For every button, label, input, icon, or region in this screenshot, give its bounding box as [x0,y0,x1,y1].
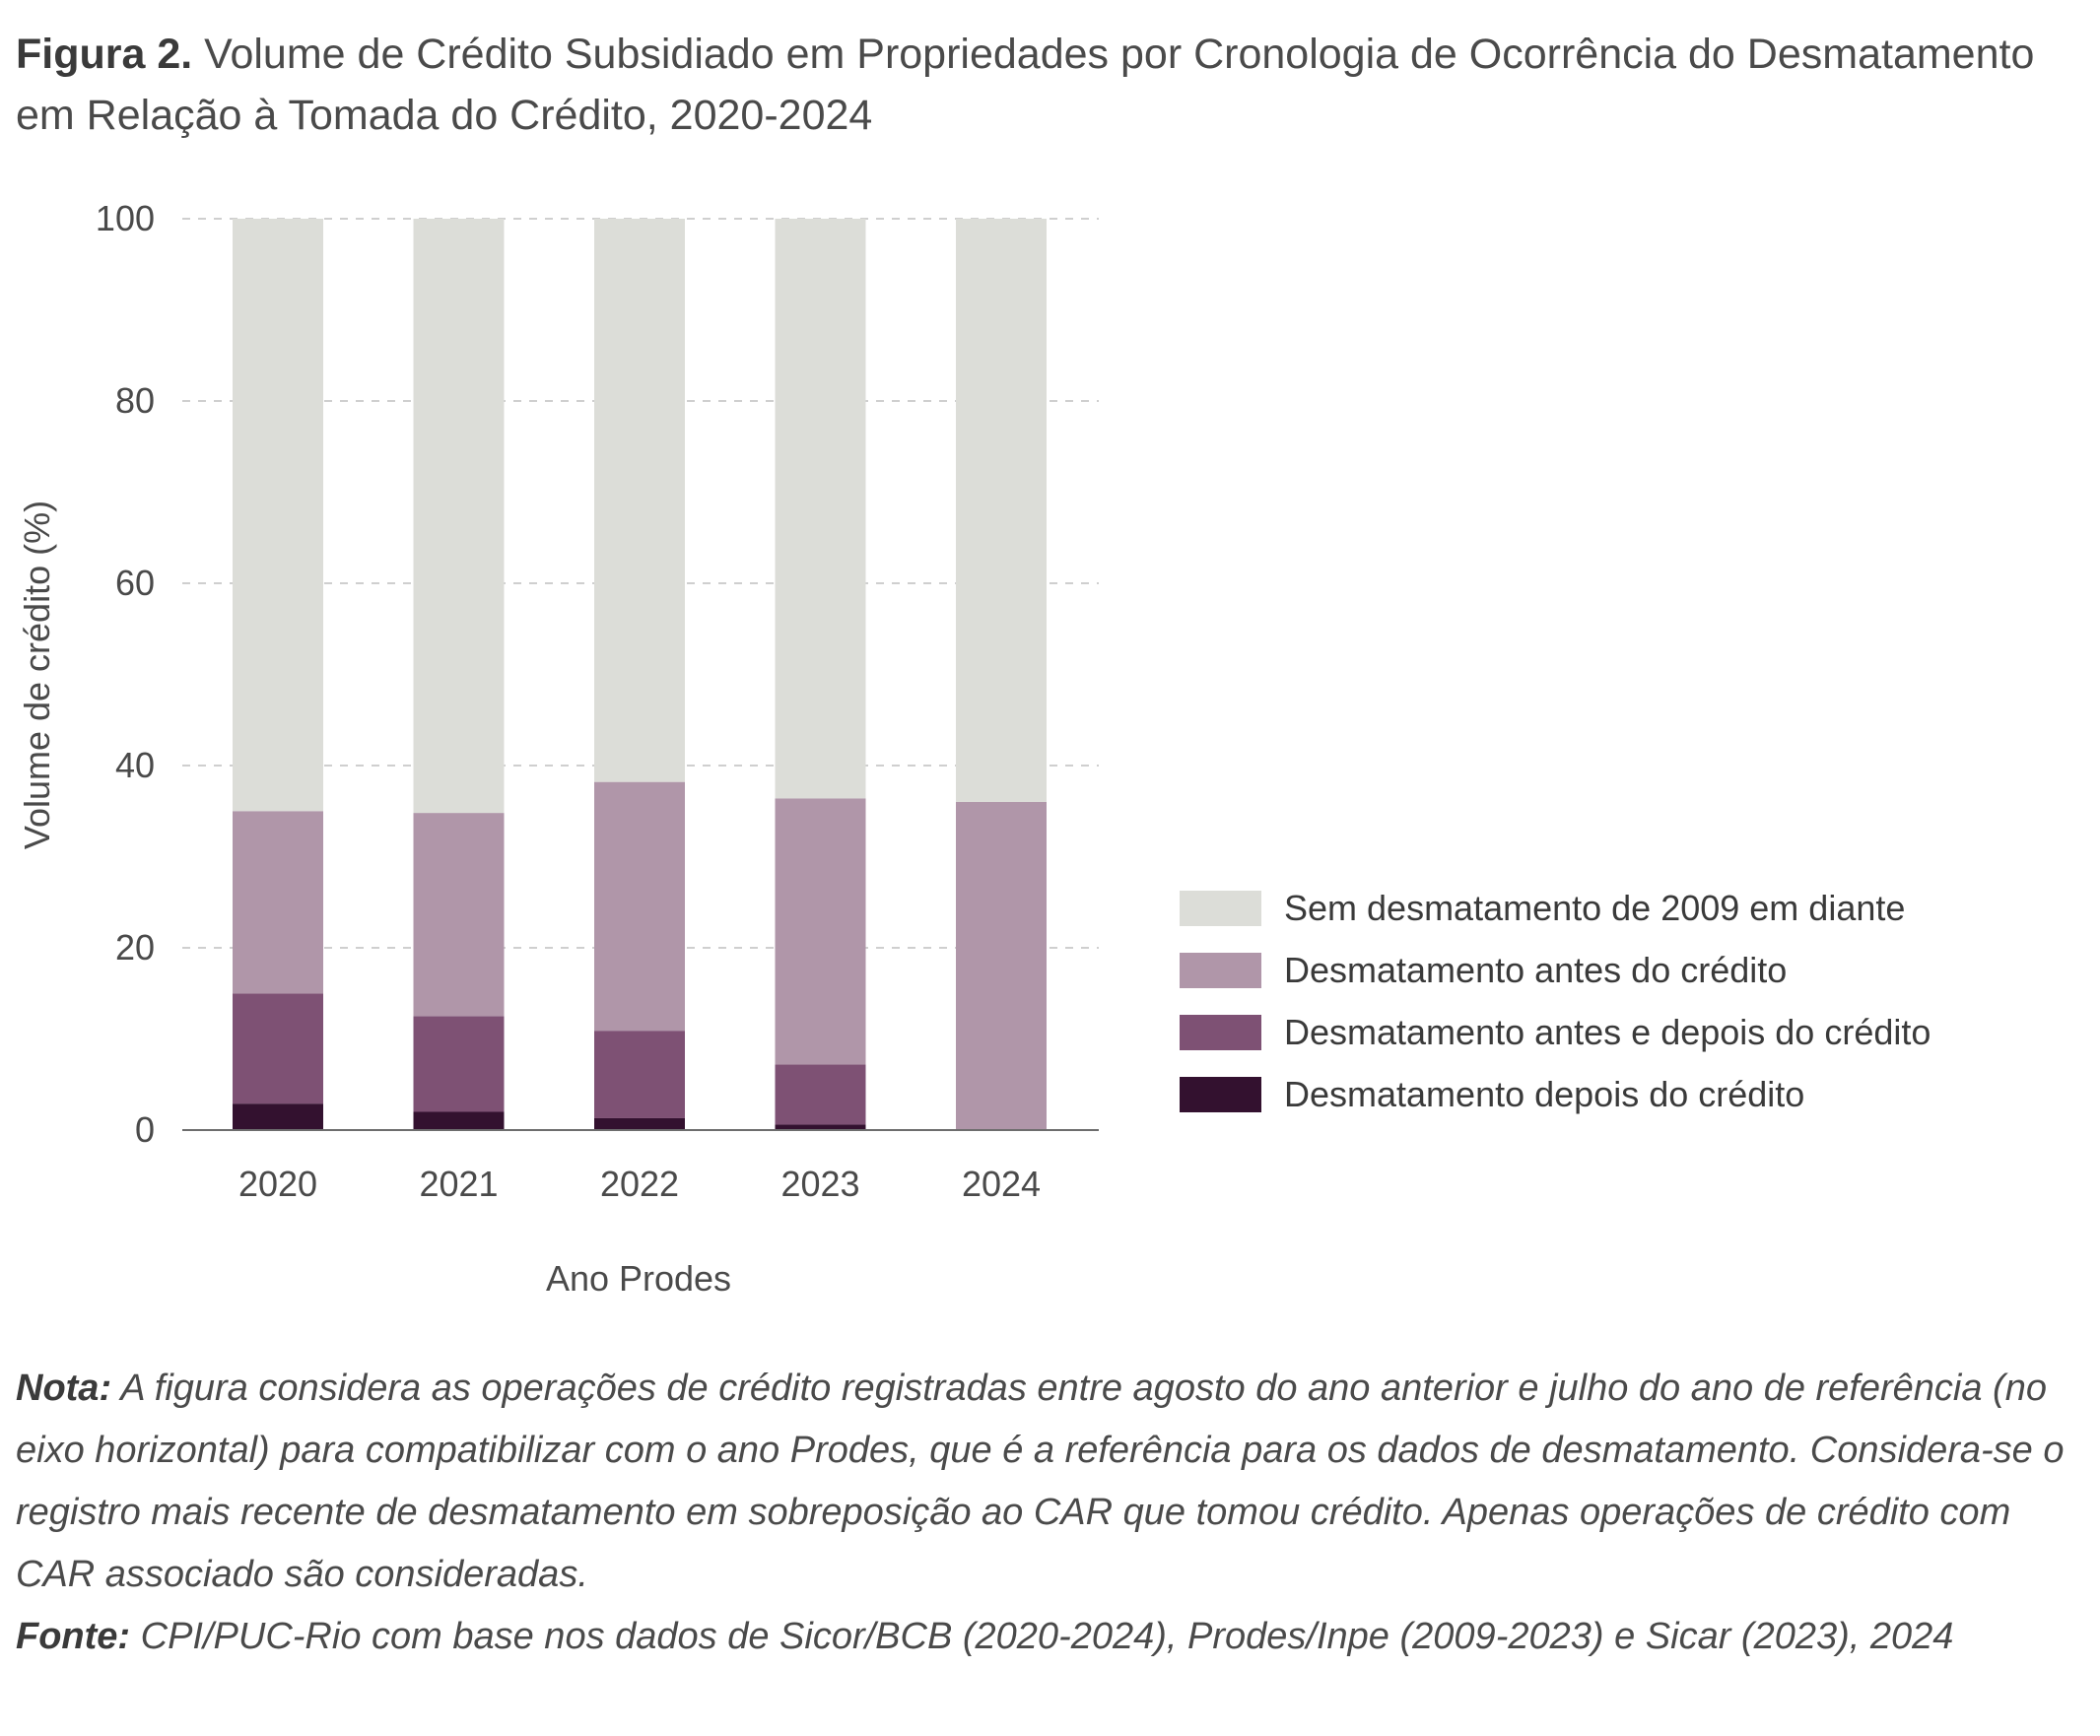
figure-title: Figura 2. Volume de Crédito Subsidiado e… [16,24,2075,146]
bar-segment [413,813,505,1017]
x-tick-label: 2023 [780,1164,859,1204]
note-paragraph: Nota: A figura considera as operações de… [16,1358,2075,1606]
bar-segment [233,1103,323,1130]
bar-segment [775,798,866,1065]
note-label: Nota: [16,1368,112,1409]
y-tick-label: 60 [115,563,155,603]
bar-segment [233,811,323,994]
x-tick-label: 2024 [962,1164,1041,1204]
stacked-bar-chart: 0 20 40 60 80 100 2020 2021 2022 2023 2024 Ano Prod… [17,198,1931,1299]
x-axis-label: Ano Prodes [546,1258,731,1299]
source-label: Fonte: [16,1616,131,1657]
figure-title-text: Volume de Crédito Subsidiado em Propried… [16,31,2035,139]
bar-segment [413,1016,505,1112]
x-tick-label: 2020 [238,1164,317,1204]
source-paragraph: Fonte: CPI/PUC-Rio com base nos dados de… [16,1606,2075,1668]
x-tick-label: 2021 [419,1164,498,1204]
legend-swatch [1180,891,1261,926]
bar-segment [594,781,685,1032]
bar-segment [956,802,1047,1130]
y-tick-label: 40 [115,745,155,785]
bar-segment [594,219,685,782]
bar-segment [413,1111,505,1130]
bar-segment [413,219,505,814]
bar-segment [775,1124,866,1130]
figure-notes: Nota: A figura considera as operações de… [16,1358,2075,1668]
bar-segment [233,993,323,1104]
y-axis-label: Volume de crédito (%) [17,501,57,849]
y-tick-label: 100 [96,198,155,238]
note-text: A figura considera as operações de crédi… [16,1368,2065,1595]
bar-segment [594,1117,685,1130]
legend-label: Desmatamento antes e depois do crédito [1284,1012,1931,1052]
y-tick-label: 80 [115,380,155,421]
bar-segment [594,1031,685,1118]
legend-swatch [1180,1015,1261,1050]
y-tick-label: 0 [135,1109,155,1150]
source-text: CPI/PUC-Rio com base nos dados de Sicor/… [140,1616,1954,1657]
legend-swatch [1180,953,1261,988]
bar-segment [775,1064,866,1125]
legend-label: Desmatamento depois do crédito [1284,1074,1804,1114]
bar-segment [233,219,323,812]
legend-swatch [1180,1077,1261,1112]
bar-segment [775,219,866,799]
x-tick-label: 2022 [600,1164,679,1204]
figure-label: Figura 2. [16,31,193,78]
bar-segment [956,219,1047,802]
y-tick-label: 20 [115,927,155,968]
legend-label: Desmatamento antes do crédito [1284,950,1787,990]
legend-label: Sem desmatamento de 2009 em diante [1284,888,1905,928]
